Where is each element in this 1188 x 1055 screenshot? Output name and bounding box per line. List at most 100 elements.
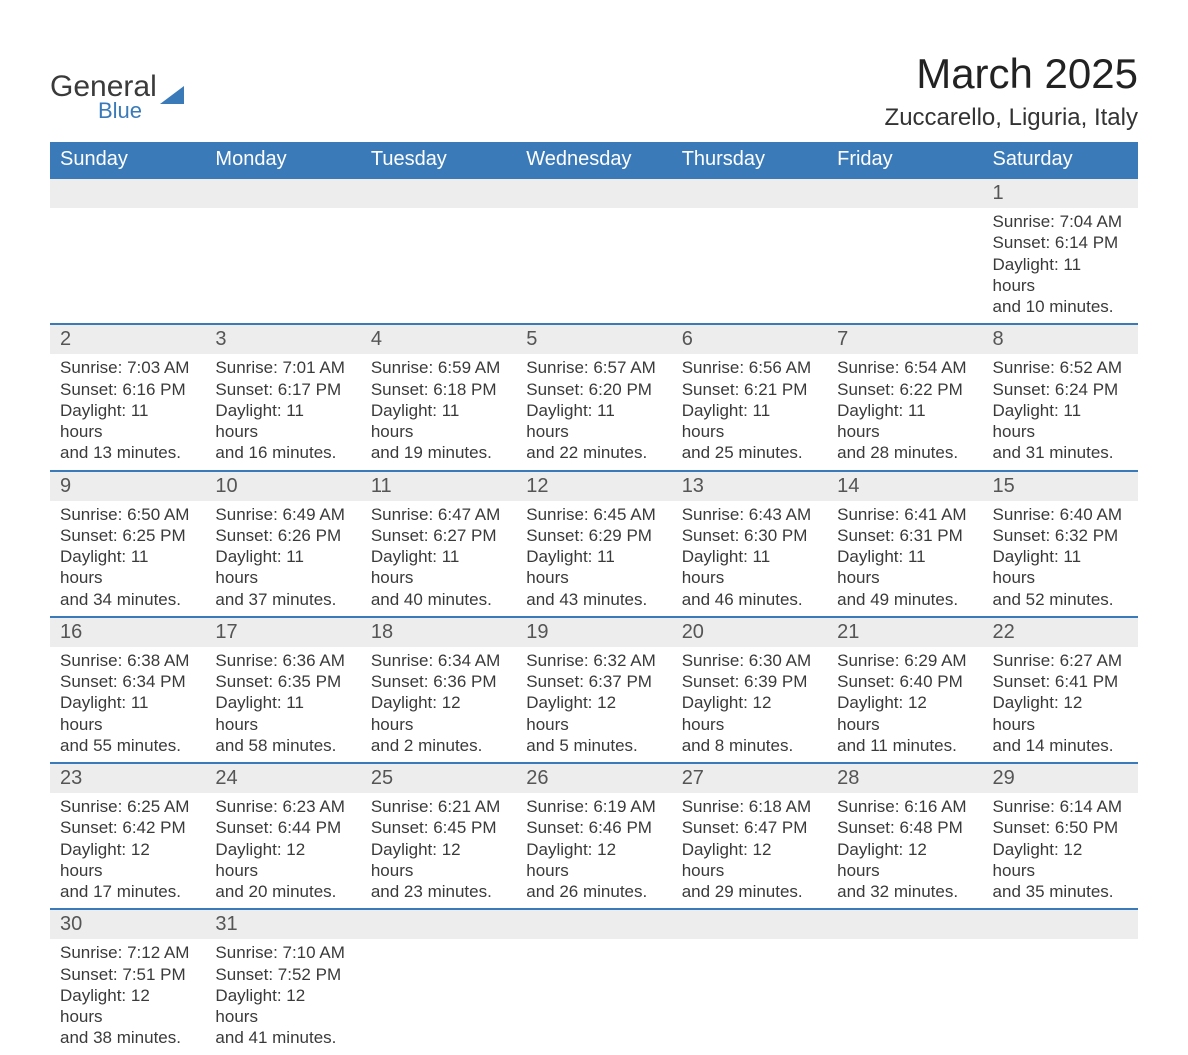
day-number-cell: 17 [205, 617, 360, 647]
daylight-line-2: and 22 minutes. [526, 443, 647, 462]
daylight-line-1: Daylight: 11 hours [215, 401, 304, 441]
day-details: Sunrise: 7:10 AMSunset: 7:52 PMDaylight:… [205, 939, 360, 1054]
day-number-cell: 22 [983, 617, 1138, 647]
day-details: Sunrise: 6:49 AM Sunset: 6:26 PM Daylight:… [205, 501, 360, 616]
day-number: 1 [983, 179, 1138, 208]
sunrise-line: Sunrise: 6:41 AM [837, 505, 966, 524]
sunset-line: Sunset: 6:24 PM [993, 380, 1119, 399]
daylight-line-2: and 58 minutes. [215, 736, 336, 755]
day-number-cell: 27 [672, 763, 827, 793]
day-number: 15 [983, 472, 1138, 501]
sunrise-line: Sunrise: 6:56 AM [682, 358, 811, 377]
day-number: 29 [983, 764, 1138, 793]
daylight-line-1: Daylight: 11 hours [993, 401, 1082, 441]
day-number: 11 [361, 472, 516, 501]
logo-triangle-icon [160, 86, 184, 104]
day-data-cell: Sunrise: 6:50 AMSunset: 6:25 PMDaylight:… [50, 501, 205, 617]
daylight-line-2: and 40 minutes. [371, 590, 492, 609]
day-number: 14 [827, 472, 982, 501]
day-data-cell [516, 939, 671, 1054]
sunset-line: Sunset: 6:45 PM [371, 818, 497, 837]
day-number-cell: 28 [827, 763, 982, 793]
day-number: 7 [827, 325, 982, 354]
daylight-line-1: Daylight: 11 hours [60, 693, 149, 733]
sunrise-line: Sunrise: 6:38 AM [60, 651, 189, 670]
daylight-line-2: and 25 minutes. [682, 443, 803, 462]
day-number-cell: 4 [361, 324, 516, 354]
day-data-cell: Sunrise: 6:25 AMSunset: 6:42 PMDaylight:… [50, 793, 205, 909]
day-details: Sunrise: 6:29 AMSunset: 6:40 PMDaylight:… [827, 647, 982, 762]
day-number-cell: 24 [205, 763, 360, 793]
day-data-cell: Sunrise: 6:14 AMSunset: 6:50 PMDaylight:… [983, 793, 1138, 909]
daylight-line-1: Daylight: 12 hours [215, 986, 305, 1026]
day-number-cell: 1 [983, 178, 1138, 208]
calendar-body: 1 Sunrise: 7:04 AM Sunset: 6:14 PM Daylight… [50, 178, 1138, 1055]
daylight-line-1: Daylight: 11 hours [215, 547, 304, 587]
day-details: Sunrise: 6:38 AMSunset: 6:34 PMDaylight:… [50, 647, 205, 762]
day-details: Sunrise: 6:43 AMSunset: 6:30 PMDaylight:… [672, 501, 827, 616]
sunset-line: Sunset: 7:51 PM [60, 965, 186, 984]
sunrise-line: Sunrise: 6:40 AM [993, 505, 1122, 524]
day-data-cell: Sunrise: 6:21 AMSunset: 6:45 PMDaylight:… [361, 793, 516, 909]
daylight-line-1: Daylight: 12 hours [526, 693, 616, 733]
day-number-cell: 20 [672, 617, 827, 647]
day-details: Sunrise: 6:21 AMSunset: 6:45 PMDaylight:… [361, 793, 516, 908]
sunrise-line: Sunrise: 6:30 AM [682, 651, 811, 670]
sunrise-line: Sunrise: 7:04 AM [993, 212, 1122, 231]
day-data-cell [205, 208, 360, 324]
sunrise-line: Sunrise: 6:14 AM [993, 797, 1122, 816]
sunset-line: Sunset: 6:14 PM [993, 233, 1119, 252]
daylight-line-2: and 52 minutes. [993, 590, 1114, 609]
day-details: Sunrise: 6:59 AMSunset: 6:18 PMDaylight:… [361, 354, 516, 469]
header-row: Sunday Monday Tuesday Wednesday Thursday… [50, 142, 1138, 178]
day-data-cell: Sunrise: 7:04 AMSunset: 6:14 PMDaylight:… [983, 208, 1138, 324]
daylight-line-2: and 11 minutes. [837, 736, 957, 755]
page-subtitle: Zuccarello, Liguria, Italy [885, 104, 1138, 132]
day-data-cell: Sunrise: 6:52 AMSunset: 6:24 PMDaylight:… [983, 354, 1138, 470]
day-number-cell: 19 [516, 617, 671, 647]
daylight-line-2: and 32 minutes. [837, 882, 958, 901]
daylight-line-1: Daylight: 11 hours [682, 547, 771, 587]
day-data-cell: Sunrise: 6:54 AMSunset: 6:22 PMDaylight:… [827, 354, 982, 470]
day-number: 18 [361, 618, 516, 647]
daylight-line-1: Daylight: 12 hours [993, 693, 1083, 733]
week-daynum-row: 2345678 [50, 324, 1138, 354]
day-data-cell: Sunrise: 6:43 AMSunset: 6:30 PMDaylight:… [672, 501, 827, 617]
sunrise-line: Sunrise: 6:54 AM [837, 358, 966, 377]
sunrise-line: Sunrise: 6:49 AM [215, 505, 344, 524]
daylight-line-1: Daylight: 12 hours [60, 986, 150, 1026]
daylight-line-2: and 2 minutes. [371, 736, 483, 755]
day-number: 16 [50, 618, 205, 647]
day-data-cell [361, 208, 516, 324]
day-details: Sunrise: 6:47 AMSunset: 6:27 PMDaylight:… [361, 501, 516, 616]
sunrise-line: Sunrise: 7:12 AM [60, 943, 189, 962]
sunset-line: Sunset: 6:17 PM [215, 380, 341, 399]
day-data-cell: Sunrise: 6:41 AMSunset: 6:31 PMDaylight:… [827, 501, 982, 617]
daylight-line-1: Daylight: 12 hours [215, 840, 305, 880]
daylight-line-2: and 49 minutes. [837, 590, 958, 609]
day-number: 13 [672, 472, 827, 501]
day-number: 20 [672, 618, 827, 647]
sunset-line: Sunset: 6:35 PM [215, 672, 341, 691]
daylight-line-1: Daylight: 12 hours [993, 840, 1083, 880]
day-number-cell: 9 [50, 471, 205, 501]
sunset-line: Sunset: 6:21 PM [682, 380, 808, 399]
daylight-line-2: and 5 minutes. [526, 736, 638, 755]
day-number: 6 [672, 325, 827, 354]
sunrise-line: Sunrise: 7:01 AM [215, 358, 344, 377]
day-data-cell [516, 208, 671, 324]
sunset-line: Sunset: 6:26 PM [215, 526, 341, 545]
daylight-line-2: and 34 minutes. [60, 590, 181, 609]
day-details: Sunrise: 6:54 AMSunset: 6:22 PMDaylight:… [827, 354, 982, 469]
day-number-cell [361, 909, 516, 939]
sunrise-line: Sunrise: 6:32 AM [526, 651, 655, 670]
day-data-cell [672, 939, 827, 1054]
day-details: Sunrise: 6:30 AMSunset: 6:39 PMDaylight:… [672, 647, 827, 762]
day-data-cell: Sunrise: 6:38 AMSunset: 6:34 PMDaylight:… [50, 647, 205, 763]
day-details: Sunrise: 6:14 AMSunset: 6:50 PMDaylight:… [983, 793, 1138, 908]
sunset-line: Sunset: 6:42 PM [60, 818, 186, 837]
day-data-cell [361, 939, 516, 1054]
week-data-row: Sunrise: 6:25 AMSunset: 6:42 PMDaylight:… [50, 793, 1138, 909]
page-title: March 2025 [885, 50, 1138, 98]
day-details: Sunrise: 6:32 AMSunset: 6:37 PMDaylight:… [516, 647, 671, 762]
